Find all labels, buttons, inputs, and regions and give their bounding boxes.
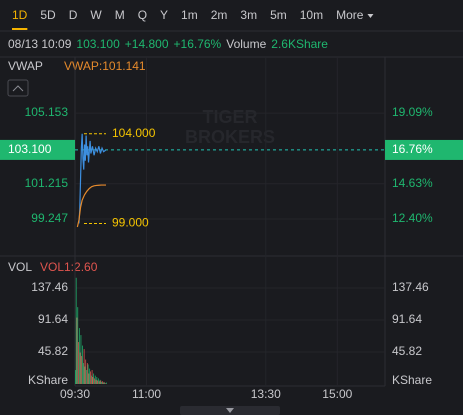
volume-bar [104,382,106,384]
price-line [78,133,107,224]
quote-change-pct: +16.76% [174,37,222,51]
y2-tick-label: 137.46 [392,280,429,294]
timeframe-tab[interactable]: Q [138,8,147,22]
watermark: BROKERS [185,127,275,147]
volume-bar [84,366,86,384]
timeframe-tab[interactable]: 10m [300,8,323,22]
volume-bar [98,378,99,384]
indicator-name: VWAP [8,59,43,73]
volume-bar [83,349,85,384]
current-price-box [0,139,75,160]
volume-bar [82,363,84,384]
annotation-label: 99.000 [112,216,149,230]
timeframe-tab[interactable]: Y [160,8,168,22]
y-tick-label: 45.82 [38,344,68,358]
timeframe-tab[interactable]: More [336,8,364,22]
volume-bar [97,380,99,384]
volume-bar [92,377,94,384]
quote-time: 08/13 10:09 [8,37,72,51]
volume-bar [79,352,81,384]
y-tick-label: 137.46 [31,280,68,294]
expand-icon [226,408,234,413]
collapse-button[interactable] [7,79,29,97]
timeframe-tab[interactable]: 5m [270,8,287,22]
volume-bar [75,370,76,384]
volume-bar [85,359,87,384]
y-tick-label: 99.247 [31,211,68,225]
timeframe-tab[interactable]: D [69,8,78,22]
volume-bar [106,382,107,384]
unit-label: KShare [392,373,432,387]
volume-bar [75,277,77,384]
vwap-line [76,184,107,228]
timeframe-tab[interactable]: W [90,8,102,22]
volume-bar [91,370,93,384]
quote-price: 103.100 [76,37,120,51]
y2-tick-label: 19.09% [392,105,433,119]
volume-bar [94,378,95,384]
volume-bar [87,364,89,384]
volume-bar [99,379,101,384]
volume-bar [81,356,83,384]
timeframe-tab[interactable]: 5D [40,8,56,22]
current-price-label: 103.100 [8,142,52,156]
volume-bar [105,383,106,384]
more-caret [367,14,374,18]
volume-bar [78,342,79,384]
volume-name: VOL [8,260,32,274]
volume-bar [94,375,96,384]
timeframe-tab[interactable]: 1m [181,8,198,22]
unit-label: KShare [28,373,68,387]
timeframe-tab[interactable]: 2m [211,8,228,22]
volume-bar [77,307,79,384]
volume-bar [95,379,97,384]
x-tick-label: 15:00 [322,387,352,401]
y-tick-label: 91.64 [38,312,68,326]
volume-bar [90,375,92,384]
volume-bar [103,381,105,384]
y2-tick-label: 45.82 [392,344,422,358]
volume-bar [82,345,83,384]
y2-tick-label: 91.64 [392,312,422,326]
volume-bar [96,377,98,384]
volume-bar [86,370,87,384]
y2-tick-label: 14.63% [392,176,433,190]
volume-bar [101,381,102,384]
volume-bar [89,368,91,384]
volume-bar [102,382,104,384]
x-tick-label: 09:30 [60,387,90,401]
volume-bar [86,363,88,384]
volume-bar [93,373,95,384]
volume-bar [100,380,102,384]
annotation-label: 104.000 [112,126,156,140]
collapse-icon [12,85,24,92]
volume-bar [90,371,91,384]
volume-bar [76,317,78,384]
watermark: TIGER [202,107,257,127]
volume-bar [98,381,100,384]
volume-bar [102,381,103,384]
volume-bar [80,335,82,384]
volume-indicator: VOL1:2.60 [40,260,98,274]
x-tick-label: 11:00 [132,387,161,401]
x-tick-label: 13:30 [251,387,281,401]
indicator-value: VWAP:101.141 [64,59,146,73]
timeframe-tab[interactable]: M [115,8,125,22]
timeframe-tab[interactable]: 1D [12,8,28,22]
quote-volume: 2.6KShare [271,37,328,51]
volume-bar [78,328,80,384]
current-pct-label: 16.76% [392,142,433,156]
quote-volume-label: Volume [226,37,266,51]
current-pct-box [385,139,463,160]
volume-bar [88,373,90,384]
quote-change: +14.800 [125,37,169,51]
y-tick-label: 101.215 [25,176,69,190]
y-tick-label: 105.153 [25,105,69,119]
y2-tick-label: 12.40% [392,211,433,225]
timeframe-tab[interactable]: 3m [240,8,257,22]
